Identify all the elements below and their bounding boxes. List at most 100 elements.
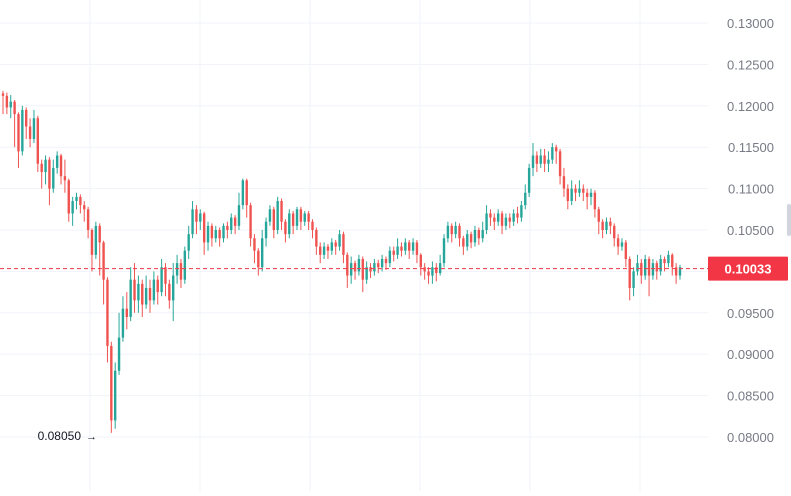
candle[interactable]: [369, 263, 372, 279]
candle[interactable]: [36, 115, 40, 173]
candle[interactable]: [566, 184, 570, 210]
candle[interactable]: [342, 231, 345, 264]
candle[interactable]: [148, 279, 152, 313]
candle[interactable]: [678, 264, 682, 280]
candle[interactable]: [570, 180, 573, 206]
candle[interactable]: [616, 234, 620, 255]
candle[interactable]: [71, 196, 74, 226]
candle[interactable]: [643, 254, 647, 280]
candle[interactable]: [222, 223, 225, 243]
candle[interactable]: [620, 238, 624, 251]
candle[interactable]: [21, 105, 24, 156]
candle[interactable]: [90, 228, 94, 272]
candle[interactable]: [288, 209, 291, 239]
candle[interactable]: [427, 267, 430, 284]
candle[interactable]: [671, 253, 674, 276]
candle[interactable]: [597, 206, 600, 235]
candle[interactable]: [210, 223, 214, 247]
candle[interactable]: [226, 221, 229, 239]
candle[interactable]: [175, 254, 179, 284]
candle[interactable]: [199, 209, 202, 230]
candle[interactable]: [17, 112, 20, 168]
candle[interactable]: [404, 238, 407, 255]
candle[interactable]: [458, 223, 461, 247]
candle[interactable]: [249, 202, 252, 247]
candle[interactable]: [659, 254, 662, 276]
candlestick-series[interactable]: [1, 90, 682, 433]
candle[interactable]: [384, 256, 388, 270]
candle[interactable]: [632, 267, 635, 297]
candle[interactable]: [624, 239, 628, 268]
candle[interactable]: [535, 151, 539, 173]
candle[interactable]: [485, 205, 488, 235]
candle[interactable]: [206, 221, 210, 251]
candle[interactable]: [152, 271, 156, 305]
candle[interactable]: [102, 240, 105, 305]
candle[interactable]: [613, 223, 616, 247]
candle[interactable]: [539, 148, 542, 168]
candle[interactable]: [44, 155, 47, 185]
candle[interactable]: [582, 184, 585, 202]
candle[interactable]: [601, 219, 604, 239]
candle[interactable]: [419, 253, 423, 276]
candle[interactable]: [257, 248, 260, 276]
candle[interactable]: [431, 261, 434, 284]
candle[interactable]: [319, 242, 322, 264]
candle[interactable]: [233, 215, 237, 235]
candle[interactable]: [245, 178, 248, 218]
candle[interactable]: [110, 341, 113, 433]
candle[interactable]: [330, 238, 334, 255]
candle[interactable]: [121, 296, 125, 342]
scrollbar-handle[interactable]: [787, 204, 791, 236]
candle[interactable]: [48, 157, 51, 206]
candle[interactable]: [326, 244, 330, 259]
candle[interactable]: [477, 227, 481, 245]
candle[interactable]: [280, 198, 283, 230]
candle[interactable]: [400, 242, 403, 257]
candle[interactable]: [218, 227, 221, 247]
candle[interactable]: [141, 279, 144, 317]
candle[interactable]: [349, 256, 353, 284]
candle[interactable]: [636, 254, 639, 276]
candle[interactable]: [655, 260, 658, 280]
candle[interactable]: [13, 100, 16, 148]
candle[interactable]: [593, 190, 597, 218]
candle[interactable]: [481, 221, 484, 243]
candle[interactable]: [86, 206, 90, 239]
candle[interactable]: [52, 159, 55, 193]
candle[interactable]: [106, 277, 109, 363]
candle[interactable]: [578, 180, 581, 197]
candle[interactable]: [346, 252, 349, 288]
candle[interactable]: [415, 239, 419, 264]
candle[interactable]: [558, 148, 562, 185]
candle[interactable]: [94, 221, 98, 259]
candle[interactable]: [504, 213, 508, 230]
candle[interactable]: [299, 206, 303, 230]
candle[interactable]: [25, 107, 28, 139]
candle[interactable]: [307, 210, 310, 230]
candle[interactable]: [83, 201, 86, 222]
candle[interactable]: [315, 227, 318, 255]
candle[interactable]: [496, 209, 500, 226]
candle[interactable]: [516, 206, 519, 224]
candle[interactable]: [377, 259, 380, 274]
candle[interactable]: [164, 263, 167, 297]
candle[interactable]: [574, 184, 577, 202]
candle[interactable]: [98, 223, 101, 276]
candle[interactable]: [462, 235, 465, 255]
candle[interactable]: [168, 279, 171, 309]
candle[interactable]: [272, 206, 275, 239]
candle[interactable]: [388, 246, 392, 268]
candle[interactable]: [334, 239, 337, 255]
candle[interactable]: [450, 223, 453, 243]
candle[interactable]: [435, 263, 438, 282]
candle[interactable]: [531, 143, 535, 177]
candle[interactable]: [241, 178, 245, 210]
candle[interactable]: [28, 118, 32, 148]
candle[interactable]: [303, 210, 306, 226]
candle[interactable]: [284, 219, 287, 243]
candle[interactable]: [423, 263, 426, 280]
candle[interactable]: [9, 95, 12, 119]
